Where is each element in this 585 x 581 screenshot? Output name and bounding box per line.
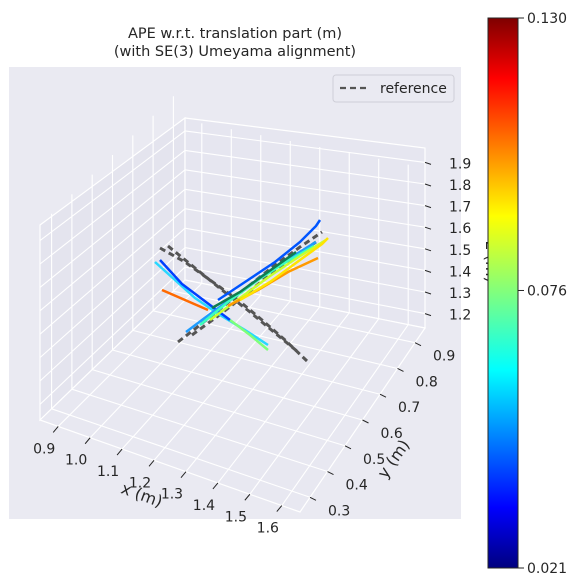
colorbar-tick-label: 0.076 — [527, 283, 567, 299]
z-gridline-left — [39, 266, 186, 405]
chart-title: APE w.r.t. translation part (m) (with SE… — [0, 25, 470, 61]
title-line-2: (with SE(3) Umeyama alignment) — [113, 44, 357, 60]
y-gridline — [71, 388, 328, 473]
z-tick-label: 1.7 — [449, 200, 471, 216]
x-tick-label: 1.1 — [97, 464, 119, 480]
floor-pane — [38, 279, 427, 513]
grid-lines — [39, 96, 426, 506]
z-tick-label: 1.2 — [449, 308, 471, 324]
y-tick-mark — [309, 496, 317, 501]
x-tick-label: 1.0 — [65, 453, 87, 469]
y-tick-label: 0.8 — [416, 374, 438, 390]
z-tick-mark — [424, 248, 432, 252]
x-tick-mark — [244, 493, 251, 501]
y-gridline — [92, 369, 346, 447]
y-tick-mark — [327, 471, 334, 475]
x-tick-label: 1.3 — [161, 487, 183, 503]
y-tick-mark — [397, 368, 404, 372]
x-tick-label: 1.5 — [225, 509, 247, 525]
title-line-1: APE w.r.t. translation part (m) — [127, 26, 343, 42]
y-gridline — [152, 310, 398, 370]
x-tick-label: 0.9 — [33, 441, 55, 457]
y-tick-label: 0.5 — [363, 452, 385, 468]
z-tick-mark — [424, 161, 432, 165]
z-tick-mark — [424, 183, 432, 187]
colorbar-ticks: 0.130 0.076 0.021 — [518, 11, 567, 577]
y-tick-label: 0.9 — [433, 349, 455, 365]
z-gridline-left — [39, 208, 186, 335]
y-tick-mark — [414, 342, 422, 347]
x-tick-label: 1.2 — [129, 475, 151, 491]
y-gridline — [173, 290, 416, 344]
y-tick-mark — [344, 445, 352, 450]
x-tick-mark — [276, 505, 283, 512]
y-tick-label: 0.6 — [381, 426, 403, 442]
z-gridline-back — [184, 247, 426, 293]
z-gridline-left — [39, 247, 186, 382]
z-gridline-left — [39, 149, 186, 265]
y-tick-label: 0.7 — [398, 400, 420, 416]
z-tick-label: 1.3 — [449, 286, 471, 302]
y-gridline — [112, 349, 363, 421]
y-tick-mark — [379, 393, 387, 398]
x-tick-label: 1.4 — [193, 498, 215, 514]
z-gridline-back — [184, 169, 426, 207]
y-gridline — [132, 329, 381, 395]
z-tick-mark — [424, 291, 432, 295]
z-tick-label: 1.9 — [449, 156, 471, 172]
colorbar — [487, 17, 519, 569]
y-tick-mark — [362, 419, 369, 424]
z-tick-label: 1.5 — [449, 243, 471, 259]
z-tick-label: 1.4 — [449, 264, 471, 280]
z-gridline-back — [184, 266, 426, 315]
colorbar-tick-label: 0.130 — [527, 11, 567, 27]
x-tick-mark — [52, 426, 59, 433]
y-tick-label: 0.4 — [346, 478, 368, 494]
y-tick-label: 0.3 — [328, 503, 350, 519]
z-gridline-left — [39, 188, 186, 312]
y-gridline — [51, 408, 311, 498]
z-tick-label: 1.6 — [449, 221, 471, 237]
legend: reference — [332, 74, 455, 103]
estimated-trajectory — [154, 219, 329, 351]
z-gridline-back — [184, 188, 426, 228]
z-gridline-back — [184, 208, 426, 250]
z-tick-label: 1.8 — [449, 178, 471, 194]
legend-label-reference: reference — [380, 81, 447, 97]
colorbar-tick-label: 0.021 — [527, 561, 567, 577]
legend-box — [332, 74, 455, 103]
x-tick-mark — [212, 482, 219, 490]
x-tick-mark — [84, 437, 91, 445]
z-gridline-back — [184, 149, 426, 185]
z-tick-mark — [424, 313, 432, 317]
x-tick-mark — [116, 448, 123, 456]
z-gridline-left — [39, 130, 186, 242]
z-tick-mark — [424, 205, 432, 209]
x-tick-mark — [148, 460, 155, 467]
x-tick-label: 1.6 — [257, 521, 279, 537]
z-tick-mark — [424, 269, 432, 273]
z-gridline-left — [39, 169, 186, 288]
x-tick-mark — [180, 471, 187, 478]
z-gridline-back — [184, 130, 426, 163]
z-tick-mark — [424, 226, 432, 230]
